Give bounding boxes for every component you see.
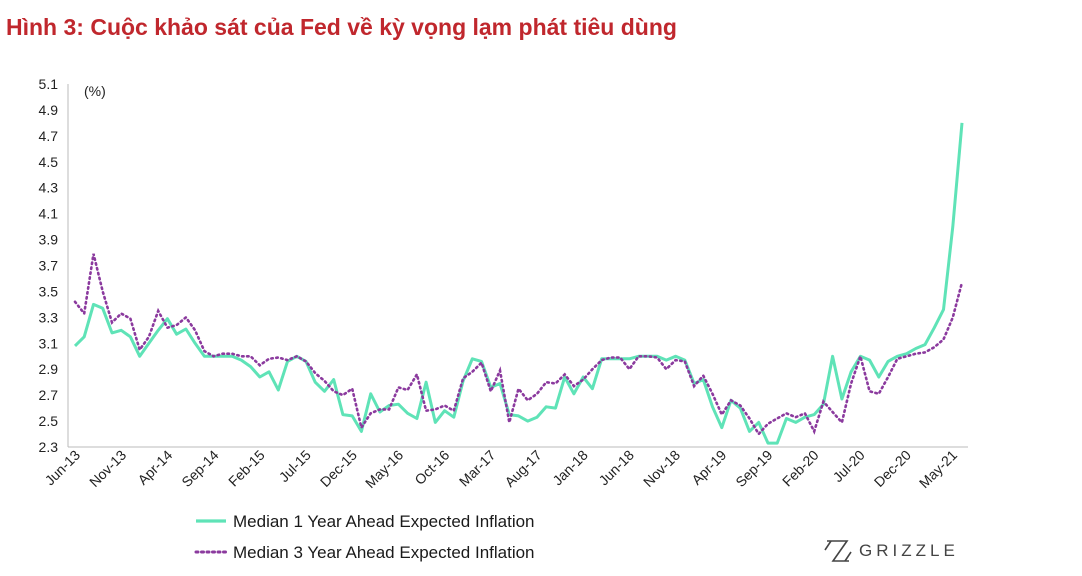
grizzle-logo: GRIZZLE bbox=[823, 537, 959, 565]
y-tick-label: 2.5 bbox=[39, 413, 59, 429]
chart-title: Hình 3: Cuộc khảo sát của Fed về kỳ vọng… bbox=[6, 14, 677, 40]
y-tick-label: 2.7 bbox=[39, 387, 59, 403]
grizzle-logo-icon bbox=[824, 540, 852, 562]
y-tick-label: 3.7 bbox=[39, 258, 59, 274]
x-tick-label: Nov-18 bbox=[640, 447, 683, 490]
legend-label-1y: Median 1 Year Ahead Expected Inflation bbox=[233, 512, 535, 531]
plot-area bbox=[73, 122, 964, 445]
x-tick-label: Jan-18 bbox=[549, 447, 591, 489]
y-tick-label: 2.9 bbox=[39, 361, 59, 377]
x-tick-label: Dec-15 bbox=[317, 447, 360, 490]
x-tick-label: Feb-15 bbox=[225, 447, 268, 490]
x-tick-label: Jun-18 bbox=[595, 447, 637, 489]
x-tick-label: Mar-17 bbox=[456, 447, 499, 490]
grizzle-logo-text: GRIZZLE bbox=[859, 541, 959, 560]
x-tick-label: Apr-19 bbox=[688, 447, 729, 488]
x-tick-label: Sep-19 bbox=[732, 447, 775, 490]
legend-label-3y: Median 3 Year Ahead Expected Inflation bbox=[233, 543, 535, 562]
series-line-3y bbox=[73, 253, 964, 437]
legend: Median 1 Year Ahead Expected Inflation M… bbox=[194, 512, 535, 562]
y-axis-unit-label: (%) bbox=[84, 83, 106, 99]
x-tick-labels: Jun-13 Nov-13 Apr-14 Sep-14 Feb-15 Jul-15 Dec-… bbox=[42, 447, 961, 491]
y-tick-label: 4.7 bbox=[39, 128, 59, 144]
y-tick-label: 2.3 bbox=[39, 439, 59, 455]
x-tick-label: Feb-20 bbox=[779, 447, 822, 490]
x-tick-label: Aug-17 bbox=[501, 447, 544, 490]
axes bbox=[67, 84, 968, 448]
x-tick-label: May-16 bbox=[362, 447, 406, 491]
y-tick-label: 5.1 bbox=[39, 76, 59, 92]
x-tick-label: Oct-16 bbox=[411, 447, 452, 488]
series-line-1y bbox=[73, 122, 964, 445]
y-tick-label: 3.1 bbox=[39, 335, 59, 351]
x-tick-label: Jul-20 bbox=[830, 447, 868, 485]
y-tick-labels: 2.3 2.5 2.7 2.9 3.1 3.3 3.5 3.7 3.9 4.1 4.3 4.5 4.7 4… bbox=[39, 76, 59, 455]
x-tick-label: Nov-13 bbox=[86, 447, 129, 490]
y-tick-label: 3.5 bbox=[39, 283, 59, 299]
y-tick-label: 3.3 bbox=[39, 309, 59, 325]
x-tick-label: Jul-15 bbox=[276, 447, 314, 485]
x-tick-label: Sep-14 bbox=[178, 447, 221, 490]
legend-item-3y: Median 3 Year Ahead Expected Inflation bbox=[194, 543, 535, 562]
y-tick-label: 4.1 bbox=[39, 206, 59, 222]
legend-item-1y: Median 1 Year Ahead Expected Inflation bbox=[196, 512, 535, 531]
y-tick-label: 3.9 bbox=[39, 232, 59, 248]
x-tick-label: Dec-20 bbox=[871, 447, 914, 490]
y-tick-label: 4.5 bbox=[39, 154, 59, 170]
x-tick-label: May-21 bbox=[916, 447, 960, 491]
y-tick-label: 4.9 bbox=[39, 102, 59, 118]
y-tick-label: 4.3 bbox=[39, 180, 59, 196]
x-tick-label: Apr-14 bbox=[134, 447, 175, 488]
